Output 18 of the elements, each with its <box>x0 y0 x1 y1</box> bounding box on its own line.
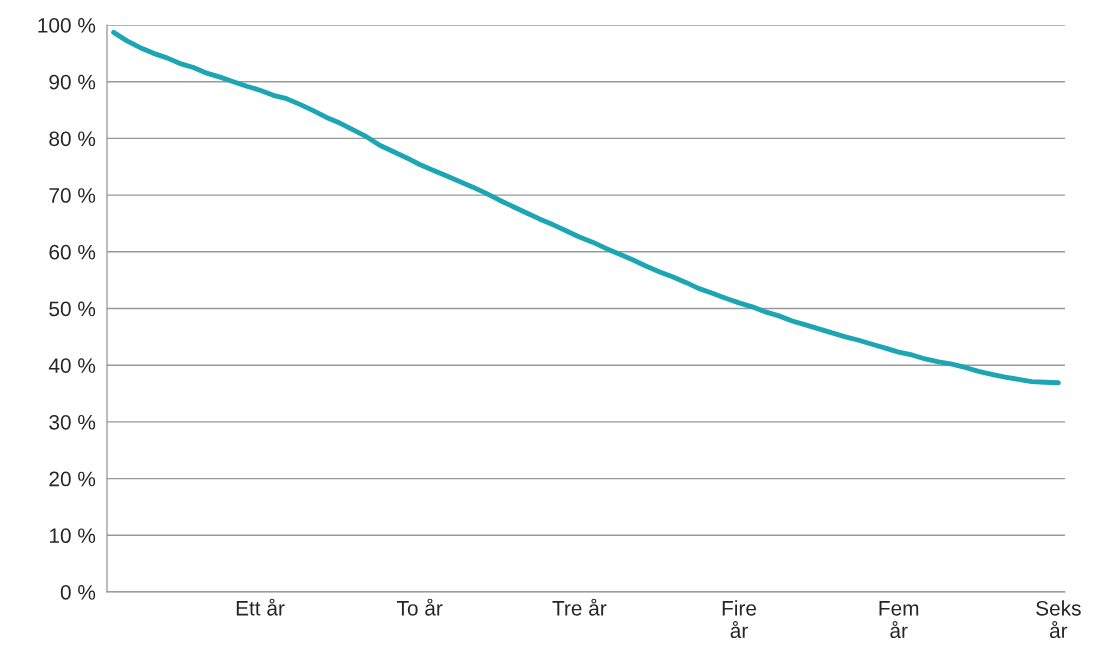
line-series <box>111 29 1061 386</box>
x-tick-label: Seks år <box>1036 600 1081 639</box>
x-tick-label: Ett år <box>236 598 285 616</box>
x-tick-label: Fire år <box>722 600 757 639</box>
y-tick-label: 50 % <box>49 301 96 317</box>
y-tick-label: 90 % <box>49 74 96 90</box>
y-tick-label: 30 % <box>49 414 96 430</box>
y-tick-label: 10 % <box>49 528 96 544</box>
y-tick-label: 80 % <box>49 131 96 147</box>
y-tick-label: 40 % <box>48 358 96 373</box>
x-tick-label: To år <box>397 598 443 616</box>
y-tick-label: 60 % <box>49 244 96 260</box>
y-tick-label: 70 % <box>49 188 96 203</box>
y-tick-label: 0 % <box>60 585 96 600</box>
x-tick-label: Tre år <box>552 598 607 616</box>
y-tick-label: 100 % <box>38 18 96 33</box>
x-tick-label: Fem år <box>879 601 919 639</box>
y-tick-label: 20 % <box>49 471 96 487</box>
